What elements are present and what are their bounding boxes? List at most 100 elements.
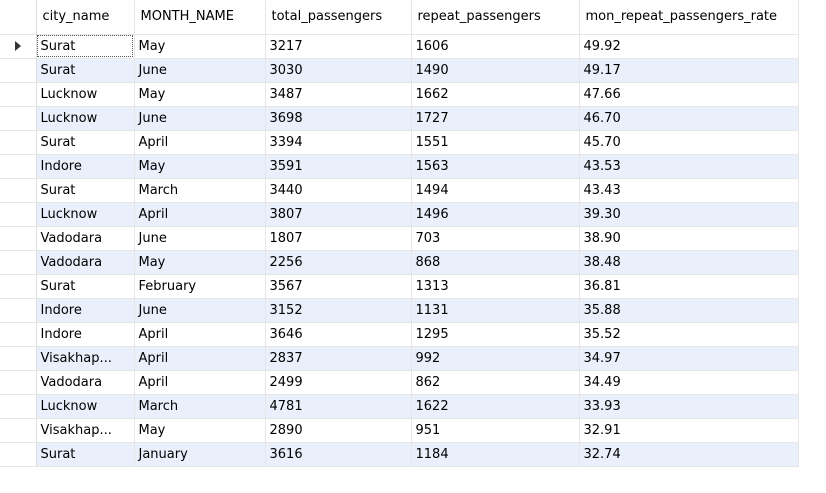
cell-rate[interactable]: 49.92: [579, 34, 799, 59]
cell-city[interactable]: Indore: [36, 322, 135, 347]
cell-city[interactable]: Indore: [36, 298, 135, 323]
cell-city[interactable]: Lucknow: [36, 394, 135, 419]
cell-month[interactable]: March: [134, 178, 266, 203]
row-header[interactable]: [0, 106, 37, 131]
table-row[interactable]: Surat February 3567 1313 36.81: [0, 274, 799, 299]
cell-month[interactable]: April: [134, 322, 266, 347]
cell-repeat-passengers[interactable]: 1563: [411, 154, 580, 179]
cell-total-passengers[interactable]: 3487: [265, 82, 412, 107]
cell-rate[interactable]: 35.52: [579, 322, 799, 347]
cell-repeat-passengers[interactable]: 1496: [411, 202, 580, 227]
cell-total-passengers[interactable]: 3394: [265, 130, 412, 155]
row-header[interactable]: [0, 298, 37, 323]
cell-month[interactable]: April: [134, 202, 266, 227]
cell-month[interactable]: January: [134, 442, 266, 467]
cell-total-passengers[interactable]: 4781: [265, 394, 412, 419]
cell-month[interactable]: March: [134, 394, 266, 419]
column-header-total-passengers[interactable]: total_passengers: [265, 0, 412, 35]
cell-repeat-passengers[interactable]: 1131: [411, 298, 580, 323]
cell-repeat-passengers[interactable]: 1494: [411, 178, 580, 203]
cell-total-passengers[interactable]: 3807: [265, 202, 412, 227]
cell-month[interactable]: June: [134, 226, 266, 251]
cell-total-passengers[interactable]: 3217: [265, 34, 412, 59]
row-header[interactable]: [0, 82, 37, 107]
row-header[interactable]: [0, 322, 37, 347]
table-row[interactable]: Surat January 3616 1184 32.74: [0, 442, 799, 467]
cell-city[interactable]: Surat: [36, 34, 135, 59]
cell-month[interactable]: May: [134, 418, 266, 443]
cell-rate[interactable]: 34.49: [579, 370, 799, 395]
cell-city[interactable]: Lucknow: [36, 202, 135, 227]
cell-month[interactable]: May: [134, 250, 266, 275]
cell-month[interactable]: June: [134, 298, 266, 323]
row-header[interactable]: [0, 202, 37, 227]
table-row[interactable]: Surat March 3440 1494 43.43: [0, 178, 799, 203]
cell-month[interactable]: June: [134, 58, 266, 83]
table-row[interactable]: Surat April 3394 1551 45.70: [0, 130, 799, 155]
row-header[interactable]: [0, 346, 37, 371]
cell-repeat-passengers[interactable]: 1184: [411, 442, 580, 467]
cell-repeat-passengers[interactable]: 703: [411, 226, 580, 251]
cell-city[interactable]: Surat: [36, 130, 135, 155]
cell-total-passengers[interactable]: 3616: [265, 442, 412, 467]
row-header[interactable]: [0, 130, 37, 155]
cell-total-passengers[interactable]: 3698: [265, 106, 412, 131]
cell-rate[interactable]: 43.43: [579, 178, 799, 203]
cell-month[interactable]: June: [134, 106, 266, 131]
cell-rate[interactable]: 38.48: [579, 250, 799, 275]
column-header-city-name[interactable]: city_name: [36, 0, 135, 35]
cell-rate[interactable]: 49.17: [579, 58, 799, 83]
cell-total-passengers[interactable]: 3567: [265, 274, 412, 299]
cell-total-passengers[interactable]: 2837: [265, 346, 412, 371]
cell-month[interactable]: May: [134, 82, 266, 107]
cell-total-passengers[interactable]: 3646: [265, 322, 412, 347]
cell-repeat-passengers[interactable]: 1551: [411, 130, 580, 155]
column-header-mon-repeat-passengers-rate[interactable]: mon_repeat_passengers_rate: [579, 0, 799, 35]
row-header[interactable]: [0, 394, 37, 419]
cell-repeat-passengers[interactable]: 1313: [411, 274, 580, 299]
row-header[interactable]: [0, 58, 37, 83]
cell-total-passengers[interactable]: 3030: [265, 58, 412, 83]
table-row[interactable]: Surat May 3217 1606 49.92: [0, 34, 799, 59]
table-row[interactable]: Vadodara June 1807 703 38.90: [0, 226, 799, 251]
cell-month[interactable]: May: [134, 34, 266, 59]
table-row[interactable]: Surat June 3030 1490 49.17: [0, 58, 799, 83]
cell-repeat-passengers[interactable]: 862: [411, 370, 580, 395]
cell-city[interactable]: Vadodara: [36, 250, 135, 275]
table-row[interactable]: Vadodara May 2256 868 38.48: [0, 250, 799, 275]
cell-month[interactable]: February: [134, 274, 266, 299]
cell-rate[interactable]: 39.30: [579, 202, 799, 227]
cell-city[interactable]: Indore: [36, 154, 135, 179]
cell-city[interactable]: Vadodara: [36, 370, 135, 395]
cell-rate[interactable]: 32.91: [579, 418, 799, 443]
cell-city[interactable]: Surat: [36, 58, 135, 83]
table-row[interactable]: Indore May 3591 1563 43.53: [0, 154, 799, 179]
row-header[interactable]: [0, 418, 37, 443]
cell-rate[interactable]: 33.93: [579, 394, 799, 419]
cell-city[interactable]: Visakhap...: [36, 418, 135, 443]
table-row[interactable]: Vadodara April 2499 862 34.49: [0, 370, 799, 395]
row-header[interactable]: [0, 226, 37, 251]
cell-city[interactable]: Lucknow: [36, 82, 135, 107]
row-header[interactable]: [0, 442, 37, 467]
cell-month[interactable]: April: [134, 130, 266, 155]
table-row[interactable]: Lucknow March 4781 1622 33.93: [0, 394, 799, 419]
cell-city[interactable]: Surat: [36, 178, 135, 203]
cell-city[interactable]: Surat: [36, 274, 135, 299]
cell-rate[interactable]: 32.74: [579, 442, 799, 467]
cell-city[interactable]: Surat: [36, 442, 135, 467]
cell-repeat-passengers[interactable]: 1622: [411, 394, 580, 419]
cell-city[interactable]: Visakhap...: [36, 346, 135, 371]
select-all-corner[interactable]: [0, 0, 37, 35]
column-header-repeat-passengers[interactable]: repeat_passengers: [411, 0, 580, 35]
row-header[interactable]: [0, 154, 37, 179]
cell-repeat-passengers[interactable]: 992: [411, 346, 580, 371]
table-row[interactable]: Visakhap... April 2837 992 34.97: [0, 346, 799, 371]
cell-repeat-passengers[interactable]: 1606: [411, 34, 580, 59]
table-row[interactable]: Lucknow May 3487 1662 47.66: [0, 82, 799, 107]
cell-total-passengers[interactable]: 3591: [265, 154, 412, 179]
cell-month[interactable]: May: [134, 154, 266, 179]
cell-rate[interactable]: 43.53: [579, 154, 799, 179]
cell-repeat-passengers[interactable]: 1295: [411, 322, 580, 347]
